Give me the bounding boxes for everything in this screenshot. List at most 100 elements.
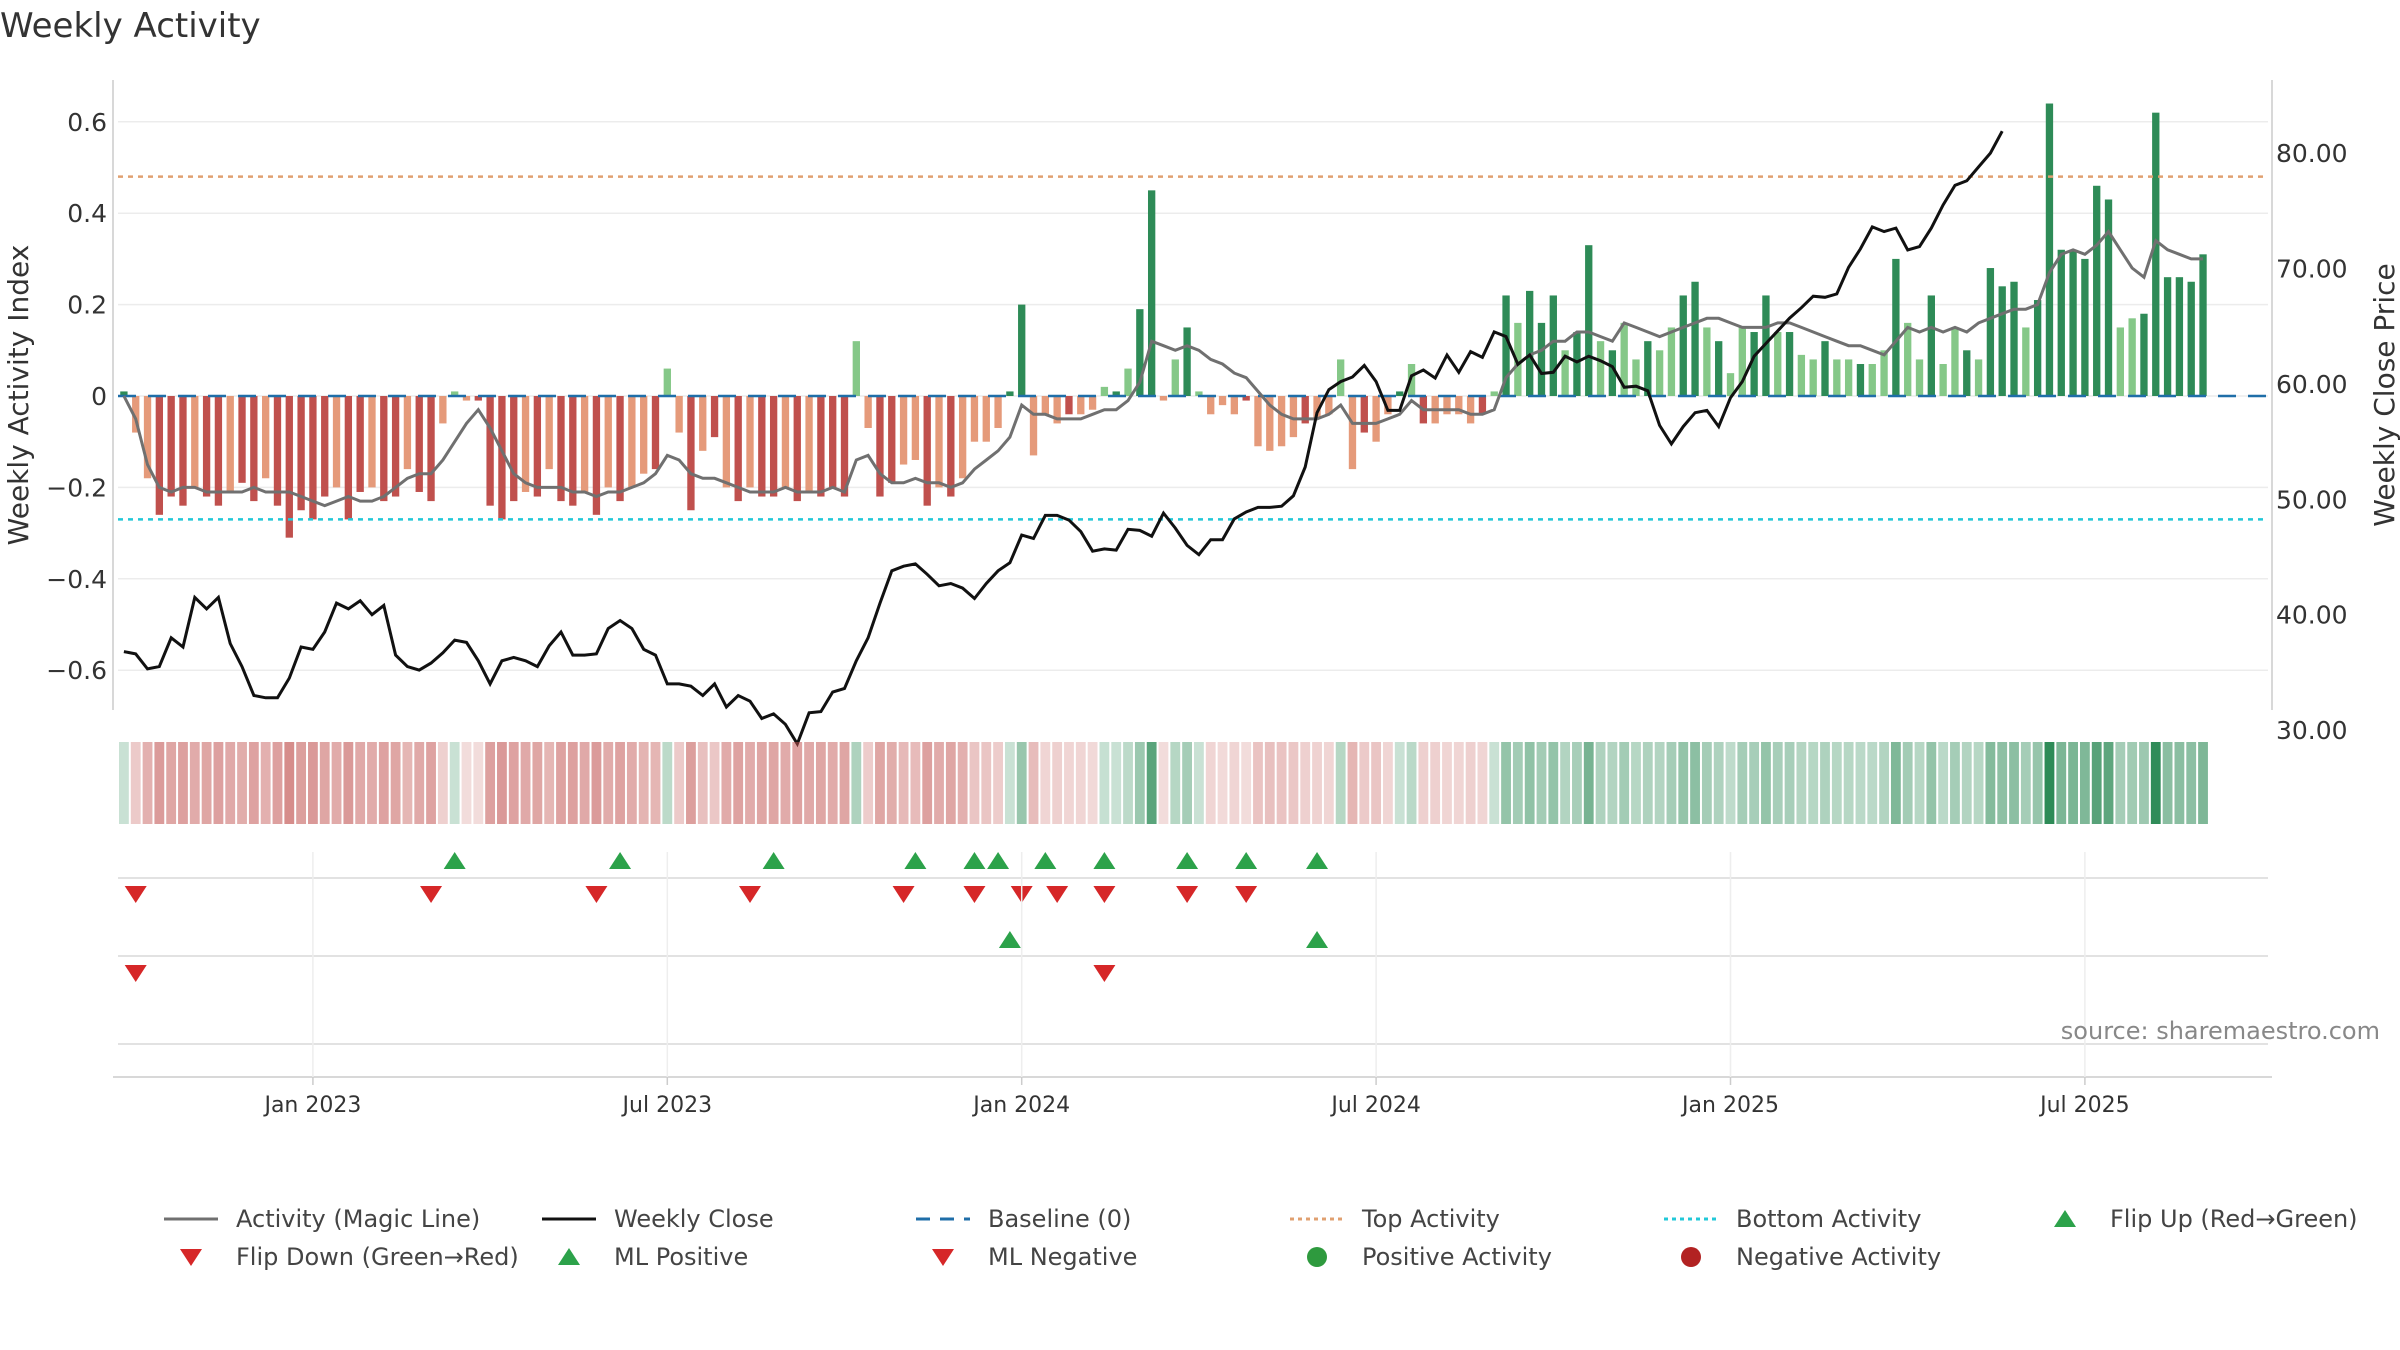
heat-cell (1052, 742, 1063, 824)
heat-cell (1701, 742, 1712, 824)
activity-bar (1774, 332, 1782, 396)
activity-bar (793, 396, 801, 502)
legend-label: ML Negative (988, 1243, 1138, 1271)
heat-cell (1194, 742, 1204, 824)
activity-bar (1951, 327, 1959, 396)
activity-bar (746, 396, 754, 488)
heat-cell (142, 742, 153, 824)
heat-cell (1442, 742, 1452, 824)
heat-cell (1312, 742, 1322, 824)
legend-swatch (1664, 1217, 1718, 1221)
activity-bar (1218, 396, 1227, 406)
heat-cell (1855, 742, 1866, 824)
heat-cell (343, 742, 354, 824)
activity-bar (1254, 396, 1262, 447)
y2-axis-ticks: 80.00 70.00 60.00 50.00 40.00 30.00 (2276, 139, 2348, 745)
activity-bar (250, 396, 258, 502)
activity-bar (2033, 300, 2042, 396)
activity-bar (120, 391, 128, 396)
heat-cell (709, 742, 720, 824)
activity-bar (262, 396, 270, 479)
y-tick-label: 0.2 (67, 291, 107, 320)
heat-cell (1264, 742, 1275, 824)
heat-cell (1453, 742, 1464, 824)
flip-down-marker (1046, 886, 1069, 903)
heat-cell (638, 742, 649, 824)
y-tick-label: 0 (91, 382, 107, 411)
legend-swatch (164, 1217, 218, 1221)
heat-cell (1784, 742, 1795, 824)
heat-cell (1820, 742, 1830, 824)
heat-cell (1938, 742, 1949, 824)
activity-bar (1455, 396, 1463, 415)
activity-bar (1337, 359, 1345, 396)
heat-cell (1737, 742, 1748, 824)
heat-cell (1950, 742, 1960, 824)
x-axis: Jan 2023 Jul 2023 Jan 2024 Jul 2024 Jan 2025… (113, 852, 2272, 1118)
activity-bar (864, 396, 872, 428)
legend-swatch (1307, 1247, 1327, 1267)
heat-cell (2198, 742, 2208, 824)
activity-bar (1443, 396, 1451, 415)
legend-item: Activity (Magic Line) (160, 1205, 480, 1233)
activity-bar (1715, 341, 1723, 396)
activity-bar (1514, 322, 1522, 396)
y2-tick-label: 80.00 (2276, 139, 2348, 168)
activity-bar (1018, 304, 1026, 396)
activity-bar (1868, 364, 1876, 396)
legend-label: Flip Up (Red→Green) (2110, 1205, 2358, 1233)
legend-item: ML Negative (912, 1243, 1137, 1271)
heat-cell (331, 742, 342, 824)
heat-cell (1430, 742, 1441, 824)
activity-bar (628, 396, 636, 488)
activity-bar (403, 396, 412, 470)
flip-up-marker (987, 852, 1010, 869)
activity-bar (2069, 249, 2077, 396)
heat-cell (721, 742, 732, 824)
heat-cell (579, 742, 590, 824)
heat-cell (780, 742, 791, 824)
activity-bar (1691, 281, 1699, 396)
legend-dot-icon (1307, 1247, 1327, 1267)
activity-bar (356, 396, 364, 492)
legend-item: Flip Up (Red→Green) (2034, 1205, 2358, 1233)
heat-cell (1276, 742, 1287, 824)
heat-cell (378, 742, 389, 824)
activity-bar (1703, 327, 1711, 396)
activity-bar (604, 396, 612, 488)
heat-cell (1583, 742, 1594, 824)
heat-cell (1359, 742, 1370, 824)
activity-bar (1266, 396, 1274, 451)
heat-cell (969, 742, 980, 824)
activity-bar (368, 396, 376, 488)
activity-bar (2081, 258, 2089, 396)
heat-cell (1040, 742, 1051, 824)
heat-cell (993, 742, 1003, 824)
activity-bar (2104, 199, 2113, 396)
flip-down-marker (892, 886, 915, 903)
heat-cell (402, 742, 413, 824)
heat-cell (1607, 742, 1618, 824)
ml-negative-marker (124, 965, 147, 982)
heat-cell (1524, 742, 1535, 824)
heat-cell (804, 742, 814, 824)
heat-cell (1654, 742, 1665, 824)
flip-down-marker (739, 886, 762, 903)
legend-swatch (558, 1248, 580, 1265)
activity-bar (1242, 396, 1250, 401)
heat-cell (886, 742, 897, 824)
activity-bar (1632, 359, 1640, 396)
activity-bar (1986, 268, 1995, 396)
activity-bar (1077, 396, 1085, 415)
flip-down-marker (963, 886, 986, 903)
activity-bar (1313, 396, 1321, 419)
heat-cell (355, 742, 366, 824)
flip-up-marker (963, 852, 986, 869)
heat-cell (827, 742, 838, 824)
legend-item: Negative Activity (1660, 1243, 1941, 1271)
heat-cell (863, 742, 874, 824)
activity-heat-strip (119, 742, 2208, 824)
legend-swatch (180, 1249, 202, 1266)
activity-bar (1289, 396, 1298, 438)
activity-bar (852, 341, 860, 396)
